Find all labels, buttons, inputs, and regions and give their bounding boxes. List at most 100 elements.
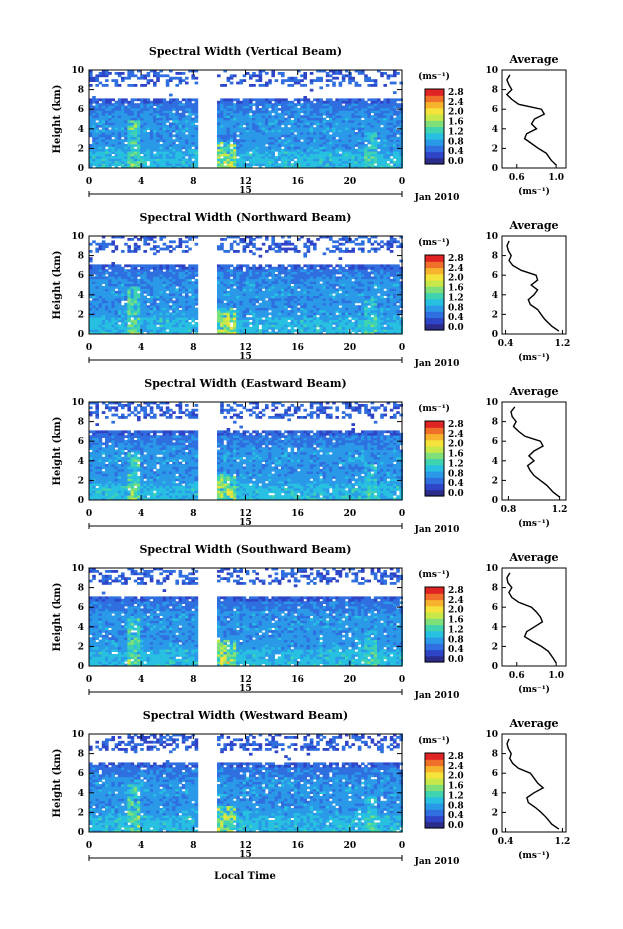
heatmap-cell	[226, 146, 231, 150]
heatmap-cell	[159, 160, 163, 164]
heatmap-cell	[194, 112, 199, 116]
heatmap-cell	[329, 110, 333, 114]
heatmap-cell	[92, 158, 96, 162]
heatmap-cell	[393, 69, 397, 73]
heatmap-cell	[306, 295, 311, 299]
heatmap-cell	[133, 127, 138, 130]
heatmap-cell	[290, 108, 295, 111]
heatmap-cell	[300, 84, 304, 87]
heatmap-cell	[169, 329, 173, 332]
heatmap-cell	[178, 281, 183, 284]
heatmap-cell	[127, 329, 131, 332]
heatmap-cell	[370, 122, 375, 126]
heatmap-cell	[191, 271, 195, 275]
heatmap-cell	[159, 136, 163, 140]
heatmap-cell	[239, 264, 243, 268]
heatmap-cell	[338, 84, 343, 87]
heatmap-cell	[383, 127, 387, 130]
heatmap-cell	[277, 156, 282, 159]
heatmap-cell	[309, 129, 314, 133]
heatmap-cell	[309, 156, 314, 159]
heatmap-cell	[89, 117, 93, 121]
heatmap-cell	[220, 302, 224, 306]
heatmap-cell	[124, 165, 128, 169]
heatmap-cell	[108, 281, 112, 284]
heatmap-cell	[194, 165, 199, 169]
heatmap-cell	[383, 163, 387, 166]
heatmap-cell	[165, 269, 170, 272]
heatmap-cell	[399, 141, 403, 145]
heatmap-cell	[185, 151, 189, 154]
heatmap-cell	[239, 156, 243, 159]
heatmap-cell	[357, 69, 362, 73]
heatmap-cell	[124, 124, 128, 128]
panel-0: Spectral Width (Vertical Beam)0246810Hei…	[52, 45, 567, 203]
heatmap-cell	[265, 324, 269, 328]
heatmap-cell	[169, 124, 173, 128]
heatmap-cell	[399, 134, 403, 138]
heatmap-cell	[223, 264, 227, 268]
heatmap-cell	[297, 141, 301, 145]
heatmap-cell	[258, 74, 263, 78]
heatmap-cell	[329, 322, 333, 325]
heatmap-cell	[335, 132, 339, 135]
heatmap-cell	[130, 310, 135, 313]
heatmap-cell	[258, 100, 263, 104]
heatmap-cell	[101, 115, 106, 118]
heatmap-cell	[165, 307, 170, 311]
heatmap-cell	[105, 329, 109, 332]
heatmap-cell	[242, 274, 247, 277]
heatmap-cell	[127, 112, 131, 116]
heatmap-cell	[121, 151, 125, 154]
heatmap-cell	[361, 100, 365, 104]
heatmap-cell	[377, 146, 381, 150]
heatmap-cell	[322, 274, 327, 277]
heatmap-cell	[287, 247, 291, 251]
heatmap-cell	[89, 326, 93, 330]
heatmap-cell	[169, 298, 173, 301]
heatmap-cell	[313, 324, 317, 328]
heatmap-cell	[121, 117, 125, 121]
heatmap-cell	[329, 146, 333, 150]
heatmap-cell	[389, 117, 394, 121]
heatmap-cell	[268, 300, 272, 304]
heatmap-cell	[242, 120, 247, 123]
heatmap-cell	[114, 331, 119, 335]
heatmap-cell	[108, 110, 112, 114]
heatmap-cell	[217, 298, 221, 301]
heatmap-cell	[89, 163, 93, 166]
heatmap-cell	[105, 310, 109, 313]
heatmap-cell	[140, 293, 144, 296]
heatmap-cell	[338, 103, 343, 106]
heatmap-cell	[172, 322, 176, 325]
heatmap-cell	[297, 139, 301, 142]
heatmap-cell	[137, 105, 141, 109]
heatmap-cell	[265, 319, 269, 323]
heatmap-cell	[348, 151, 352, 154]
heatmap-cell	[261, 148, 266, 152]
heatmap-cell	[268, 324, 272, 328]
heatmap-cell	[143, 127, 147, 130]
heatmap-cell	[153, 298, 157, 301]
heatmap-cell	[249, 129, 253, 133]
heatmap-cell	[332, 132, 336, 135]
heatmap-cell	[108, 274, 112, 277]
heatmap-cell	[268, 141, 272, 145]
heatmap-cell	[319, 290, 323, 294]
heatmap-cell	[265, 160, 269, 164]
heatmap-cell	[373, 153, 378, 157]
heatmap-cell	[108, 156, 112, 159]
heatmap-cell	[101, 302, 106, 306]
heatmap-cell	[89, 115, 93, 118]
heatmap-cell	[396, 136, 400, 140]
heatmap-cell	[165, 305, 170, 308]
heatmap-cell	[313, 295, 317, 299]
heatmap-cell	[351, 139, 355, 142]
heatmap-cell	[341, 151, 346, 154]
heatmap-cell	[242, 305, 247, 308]
heatmap-cell	[249, 310, 253, 313]
heatmap-cell	[332, 105, 336, 109]
heatmap-cell	[111, 312, 115, 316]
heatmap-cell	[345, 117, 349, 121]
heatmap-cell	[306, 240, 311, 244]
